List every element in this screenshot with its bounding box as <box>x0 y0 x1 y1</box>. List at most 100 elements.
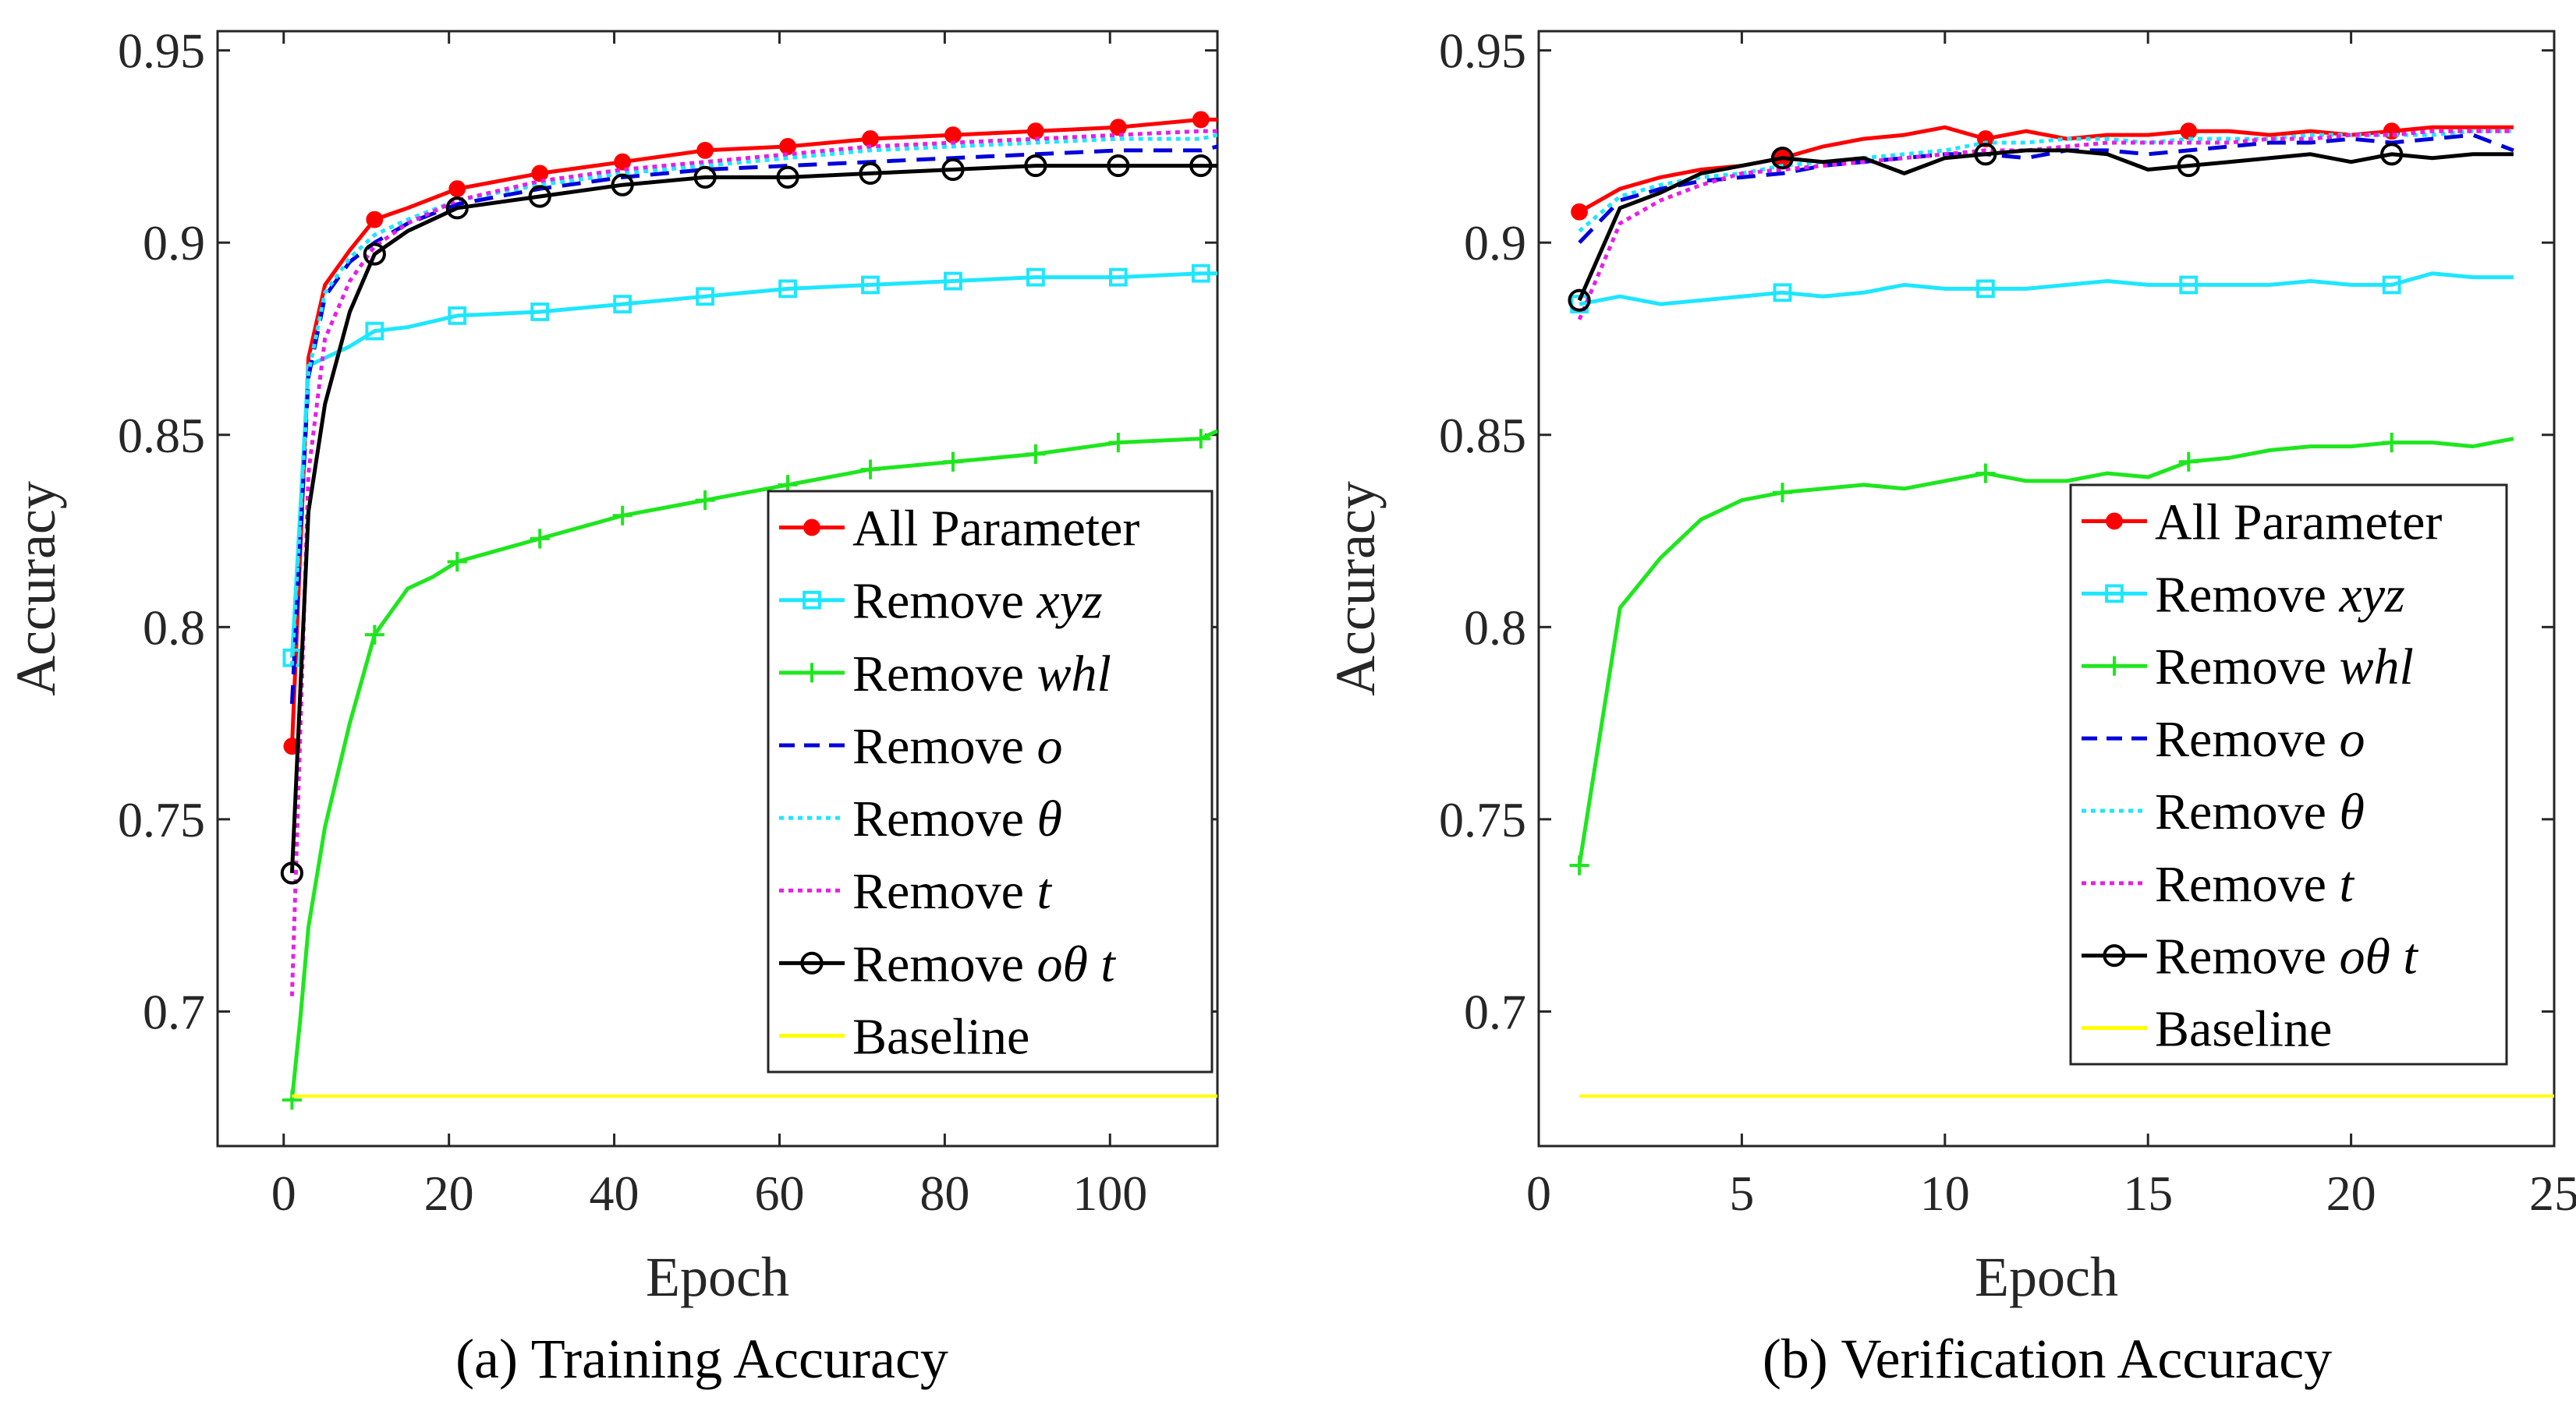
legend-item: Remove xyz <box>779 573 1103 630</box>
data-point-marker <box>1569 855 1589 876</box>
y-tick-label: 0.95 <box>118 23 205 79</box>
series-line <box>1577 129 2514 320</box>
data-point-marker <box>693 165 717 189</box>
data-point-marker <box>2104 656 2124 676</box>
y-tick-label: 0.95 <box>1439 23 1526 79</box>
data-point-marker <box>779 138 796 155</box>
legend-label: Remove oθ t <box>2155 929 2418 985</box>
legend-label: All Parameter <box>2155 494 2442 550</box>
x-tick-label: 20 <box>424 1166 474 1221</box>
data-point-marker <box>1108 267 1128 287</box>
legend-item: Remove oθ t <box>779 936 1116 992</box>
legend-item: Remove xyz <box>2082 566 2405 623</box>
legend: All Parameter Remove xyz Remove whl Remove … <box>767 490 1214 1074</box>
series-remove-whl <box>1569 433 2514 876</box>
data-point-marker <box>2177 154 2200 178</box>
data-point-marker <box>2382 275 2401 295</box>
legend-label: Remove t <box>2155 856 2355 913</box>
legend-item: All Parameter <box>2082 494 2442 550</box>
plot-area <box>216 30 1219 1148</box>
data-point-marker <box>1571 203 1588 221</box>
data-point-marker <box>696 141 714 159</box>
data-point-marker <box>2103 944 2126 968</box>
x-tick-label: 80 <box>919 1166 969 1221</box>
series-line <box>289 129 1217 996</box>
y-tick-label: 0.8 <box>143 600 205 655</box>
data-point-marker <box>862 130 879 147</box>
data-point-marker <box>1192 111 1210 129</box>
data-point-marker <box>530 529 550 549</box>
data-point-marker <box>944 271 962 291</box>
legend-item: Remove whl <box>2082 639 2414 695</box>
series-line <box>289 429 1217 1101</box>
x-axis-label: Epoch <box>1975 1246 2118 1308</box>
series-layer <box>1568 122 2554 1098</box>
data-point-marker <box>611 173 634 196</box>
legend-label: Remove t <box>852 863 1052 920</box>
data-point-marker <box>612 505 632 525</box>
legend-box <box>767 490 1214 1074</box>
panel-training-accuracy: 0 20 40 60 80 100 0.7 0.75 0.8 0.85 0.9 0.95 Epoch Ac… <box>5 23 1219 1390</box>
data-point-marker <box>800 951 824 975</box>
data-point-marker <box>282 648 302 667</box>
x-tick-label: 10 <box>1920 1166 1970 1221</box>
data-point-marker <box>778 279 797 299</box>
legend-item: Remove t <box>2082 856 2355 913</box>
data-point-marker <box>614 153 632 171</box>
data-point-marker <box>364 624 384 645</box>
data-point-marker <box>531 165 549 182</box>
legend-item: Remove o <box>2082 711 2365 768</box>
data-point-marker <box>447 551 467 572</box>
series-remove-o <box>1578 133 2514 244</box>
data-point-marker <box>2180 122 2198 140</box>
legend: All Parameter Remove xyz Remove whl Remove … <box>2069 483 2508 1066</box>
series-remove-t <box>1577 129 2514 320</box>
legend-item: All Parameter <box>779 501 1139 557</box>
data-point-marker <box>859 161 882 186</box>
series-remove-o <box>289 144 1217 705</box>
data-point-marker <box>1191 429 1211 449</box>
panel-verification-accuracy: 0 5 10 15 20 25 0.7 0.75 0.8 0.85 0.9 0.95 Epoch Accu… <box>1324 23 2576 1390</box>
y-tick-label: 0.8 <box>1464 600 1526 655</box>
y-axis-label: Accuracy <box>1324 481 1387 696</box>
y-tick-label: 0.9 <box>143 215 205 271</box>
data-point-marker <box>445 196 469 220</box>
data-point-marker <box>1107 154 1130 178</box>
series-layer <box>280 111 1217 1110</box>
data-point-marker <box>861 275 880 295</box>
legend-item: Remove o <box>779 718 1062 775</box>
y-tick-label: 0.75 <box>118 792 205 847</box>
data-point-marker <box>1974 143 1997 166</box>
data-point-marker <box>696 287 715 306</box>
data-point-marker <box>1975 463 1996 483</box>
data-point-marker <box>2382 433 2402 453</box>
legend-item: Remove θ <box>2082 784 2365 840</box>
series-all-parameter <box>283 111 1217 755</box>
series-line <box>289 164 1217 874</box>
series-line <box>1577 437 2514 866</box>
legend-item: Remove θ <box>779 791 1062 847</box>
data-point-marker <box>1772 483 1793 503</box>
legend-label: Remove o <box>2155 711 2365 768</box>
data-point-marker <box>1975 279 1995 299</box>
legend-label: Remove θ <box>852 791 1062 847</box>
data-point-marker <box>1108 433 1129 453</box>
plot-area <box>1537 30 2556 1148</box>
data-point-marker <box>1109 119 1127 136</box>
data-point-marker <box>1191 264 1210 283</box>
legend-label: All Parameter <box>852 501 1139 557</box>
series-line <box>289 133 1217 666</box>
x-tick-label: 15 <box>2123 1166 2173 1221</box>
data-point-marker <box>366 210 384 228</box>
x-tick-label: 5 <box>1729 1166 1754 1221</box>
data-point-marker <box>282 1090 302 1110</box>
data-point-marker <box>802 663 822 683</box>
y-axis-label: Accuracy <box>5 481 67 696</box>
data-point-marker <box>803 518 820 536</box>
data-point-marker <box>943 451 963 472</box>
legend-label: Remove whl <box>2155 639 2414 695</box>
x-tick-label: 60 <box>754 1166 804 1221</box>
x-tick-label: 100 <box>1072 1166 1147 1221</box>
series-line <box>1579 271 2514 306</box>
